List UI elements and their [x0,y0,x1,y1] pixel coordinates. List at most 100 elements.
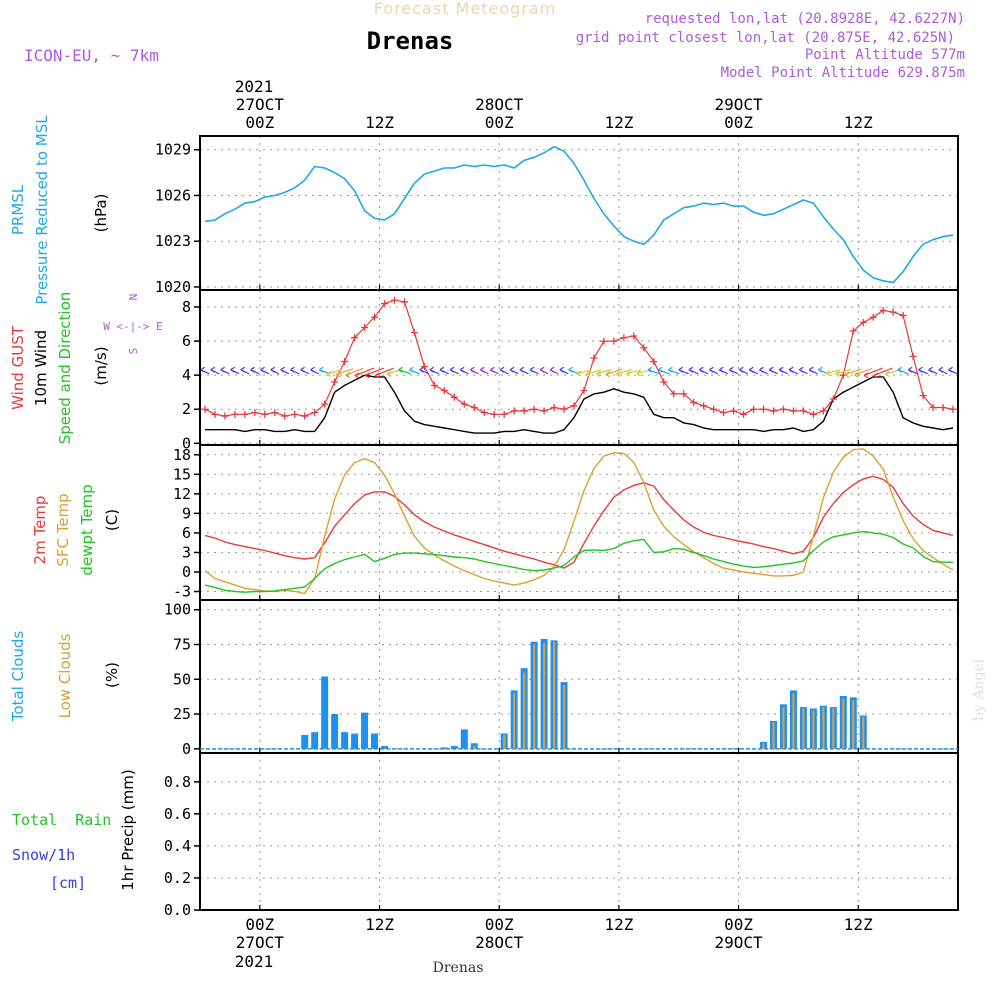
prmsl-label: PRMSL [9,184,27,235]
bottom-time-label: 00Z [245,915,274,934]
wind-direction-arrow [509,366,519,375]
total-cloud-bar [371,733,379,749]
gust-marker [779,405,787,413]
top-time-label: 12Z [604,113,633,132]
y-tick-label: 0.8 [164,773,191,791]
wind-direction-arrow [738,366,749,375]
tsfc-label: SFC Temp [54,493,72,566]
wind-direction-arrow [489,366,499,375]
total-cloud-bar [460,729,468,749]
low-cloud-bar [832,708,835,749]
gust-marker [849,327,857,335]
panel-border [199,135,959,291]
wind-direction-arrow [798,366,808,375]
bottom-time-label: 28OCT [475,933,524,952]
wind-direction-arrow [398,366,411,375]
gust-marker [829,395,837,403]
low-cloud-bar [503,734,506,749]
wind-direction-arrow [668,366,680,375]
gust-marker [939,404,947,412]
gust-marker [730,407,738,415]
gust-marker [949,405,957,413]
wind-unit: (m/s) [92,346,110,385]
wind-direction-arrow [529,366,539,375]
pressure-unit: (hPa) [92,194,110,233]
wind-direction-arrow [788,366,799,375]
gust-marker [560,405,568,413]
gust-marker [271,409,279,417]
wind-direction-arrow [354,367,375,379]
gust-marker [660,378,668,386]
wind-direction-arrow [719,366,729,375]
gust-marker [799,407,807,415]
wind-direction-arrow [688,366,699,375]
top-time-label: 00Z [485,113,514,132]
gust-marker [630,332,638,340]
y-tick-label: 50 [173,670,191,688]
requested-point-text: requested lon,lat (20.8928E, 42.6227N) [645,11,965,27]
gust-marker [400,298,408,306]
wind-direction-arrow [260,366,270,375]
panel-border [199,444,959,601]
gust-marker [500,410,508,418]
dewpoint-line [204,530,953,593]
wind-direction-arrow [459,366,469,375]
wind-direction-label: Speed and Direction [56,292,74,445]
top-time-label: 00Z [245,113,274,132]
gust-marker [769,407,777,415]
gust-marker [650,358,658,366]
top-time-label: 29OCT [714,95,763,114]
wind-direction-arrow [519,366,529,375]
wind-direction-arrow [539,366,549,375]
wind-direction-arrow [374,367,394,379]
gust-marker [301,412,309,420]
temp-unit: (C) [103,509,121,531]
gust-marker [251,409,259,417]
y-tick-label: 0.0 [164,901,191,919]
low-cloud-bar [533,644,536,749]
wind-10m-label: 10m Wind [32,330,50,406]
wind-direction-arrow [778,366,788,375]
gust-marker [789,407,797,415]
gust-marker [570,402,578,410]
wind-direction-arrow [549,366,559,375]
bottom-time-label: 29OCT [714,933,763,952]
y-tick-label: 6 [182,332,191,350]
grid-point-text: grid point closest lon,lat (20.875E, 42.… [576,30,955,46]
gust-marker [351,334,359,342]
wind-direction-arrow [439,366,450,375]
gust-marker [919,392,927,400]
gust-marker [341,358,349,366]
bottom-time-label: 12Z [604,915,633,934]
wind-gust-line [204,299,954,417]
wind-direction-arrow [825,369,841,377]
gust-marker [550,404,558,412]
gust-marker [640,344,648,352]
total-cloud-bar [450,746,458,749]
low-cloud-bar [782,707,785,749]
gust-marker [241,410,249,418]
wind-direction-arrow [326,368,343,378]
gust-marker [620,334,628,342]
gust-marker [381,300,389,308]
gust-marker [600,337,608,345]
wind-direction-arrow [559,366,569,375]
gust-marker [700,402,708,410]
y-tick-label: 0 [182,434,191,452]
gust-marker [201,405,209,413]
gust-marker [460,400,468,408]
wind-direction-arrow [409,366,420,375]
wind-direction-arrow [250,366,260,375]
y-tick-label: -3 [173,583,191,601]
gust-marker [311,409,319,417]
pressure-line [204,145,954,284]
wind-direction-arrow [678,366,689,375]
panel-pressure: 1020 1023 1026 1029 [155,135,959,296]
y-tick-label: 0 [182,563,191,581]
gust-marker [510,407,518,415]
gust-marker [590,354,598,362]
gust-marker [809,410,817,418]
low-cloud-bar [772,722,775,749]
wind-direction-arrow [873,367,893,379]
wind-direction-arrow [280,366,290,375]
